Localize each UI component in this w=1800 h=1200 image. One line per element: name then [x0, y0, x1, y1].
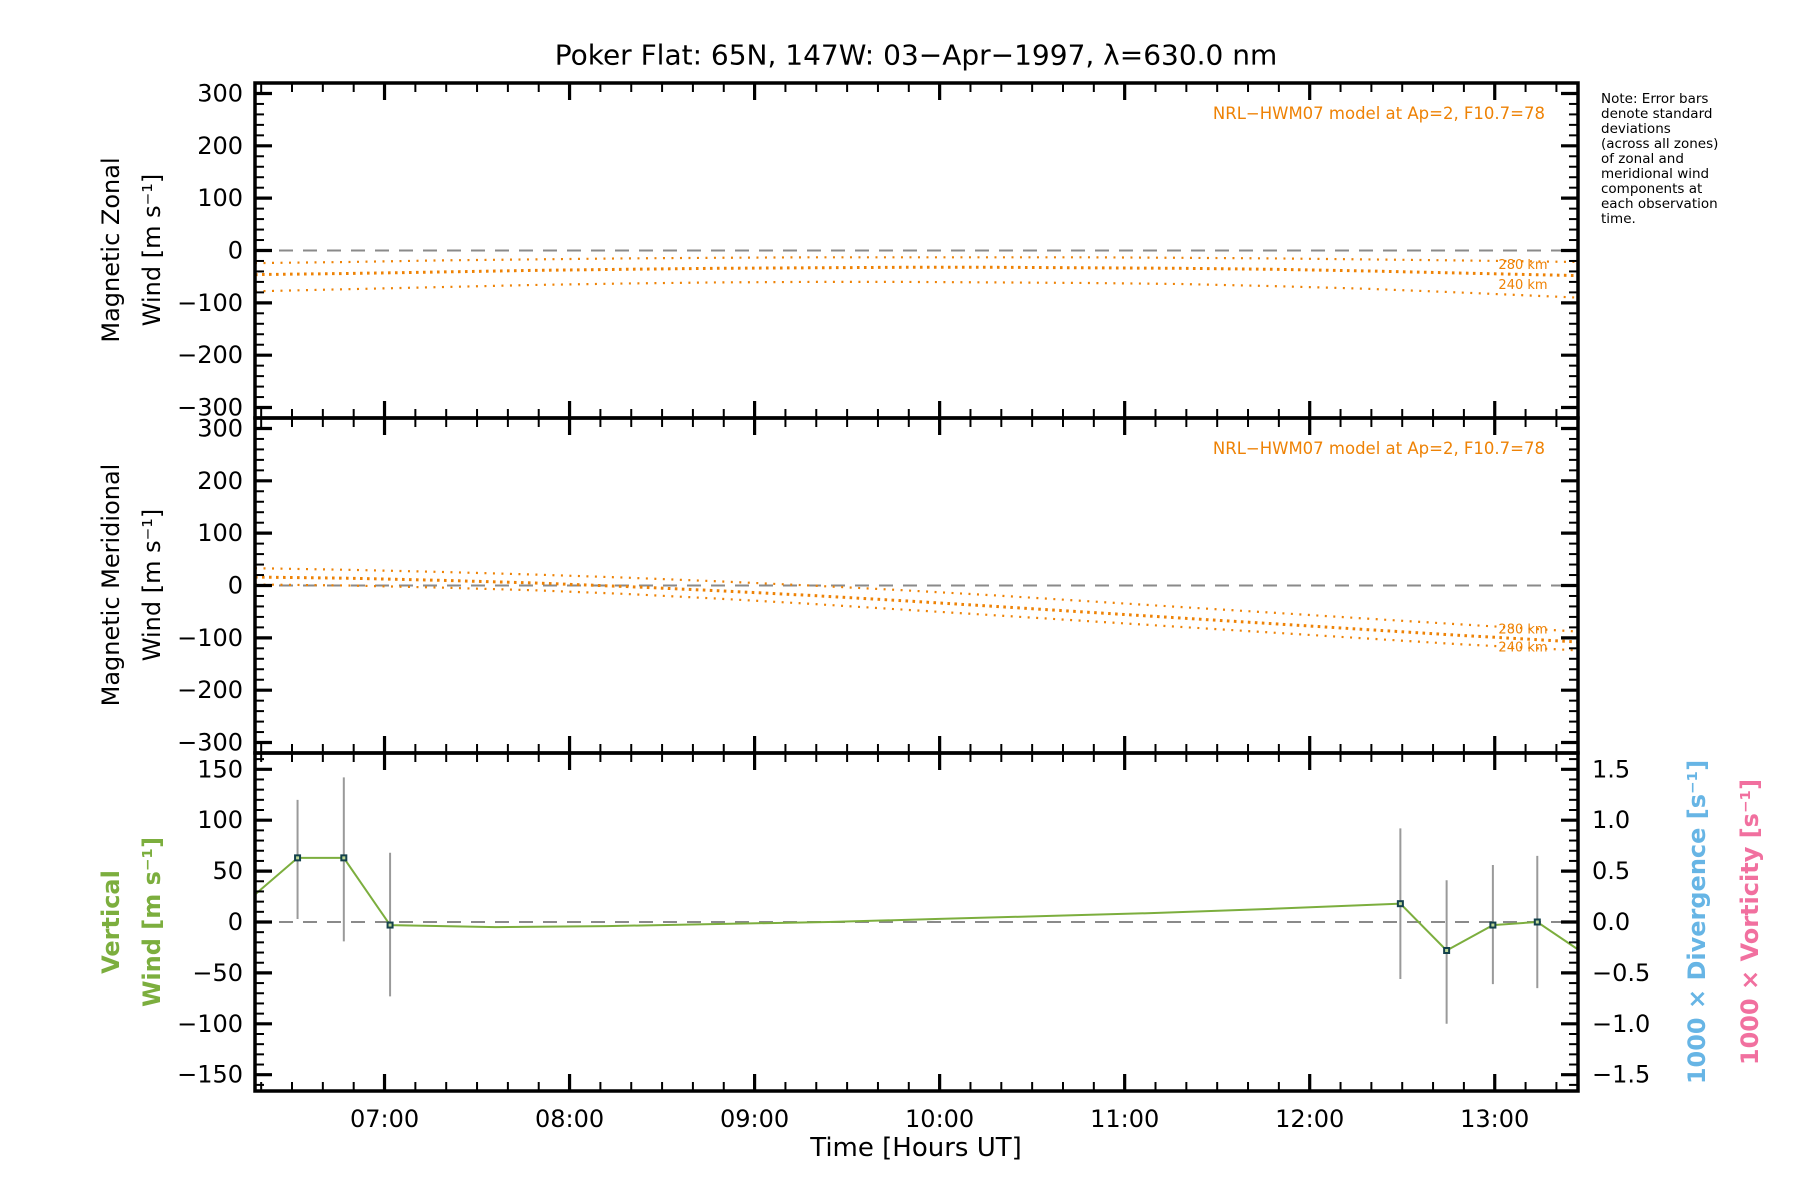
- data-point-marker-center: [388, 923, 392, 927]
- right-y-tick-label: −0.5: [1592, 959, 1650, 987]
- panel-magnetic-zonal-wind: 280 km 240 km NRL−HWM07 model at Ap=2, F10…: [177, 79, 1580, 422]
- y-tick-label: 150: [197, 755, 243, 783]
- note-line: time.: [1601, 211, 1636, 227]
- right-y-tick-label: −1.5: [1592, 1061, 1650, 1089]
- y-tick-label: 50: [212, 857, 243, 885]
- data-point-marker-center: [1445, 949, 1449, 953]
- model-lower-sigma-curve: [254, 280, 1579, 299]
- note-line: (across all zones): [1601, 136, 1719, 152]
- y-tick-label: 100: [197, 519, 243, 547]
- model-upper-sigma-curve: [254, 567, 1579, 633]
- vertical-axis-title-line1: Vertical: [97, 870, 125, 974]
- y-tick-label: −100: [177, 624, 243, 652]
- right-y-tick-label: −1.0: [1592, 1010, 1650, 1038]
- altitude-label: 280 km: [1498, 622, 1547, 637]
- divergence-axis-title: 1000 × Divergence [s⁻¹]: [1683, 759, 1711, 1085]
- y-tick-label: 100: [197, 184, 243, 212]
- vorticity-axis-title: 1000 × Vorticity [s⁻¹]: [1736, 778, 1764, 1066]
- panel-vertical-wind: 150 100 50 0 −50 −100 −150 1.5 1.0 0.5 0.0 −0.5 −1.0…: [177, 751, 1650, 1093]
- data-point-marker-center: [1491, 923, 1495, 927]
- model-mean-curve: [254, 575, 1579, 644]
- model-annotation: NRL−HWM07 model at Ap=2, F10.7=78: [1213, 439, 1545, 458]
- y-tick-label: −150: [177, 1061, 243, 1089]
- note-line: denote standard: [1601, 106, 1713, 122]
- right-y-tick-label: 1.5: [1592, 755, 1630, 783]
- note-line: Note: Error bars: [1601, 91, 1709, 107]
- y-tick-label: −100: [177, 289, 243, 317]
- zonal-axis-title-line1: Magnetic Zonal: [97, 157, 125, 343]
- altitude-label: 280 km: [1498, 258, 1547, 273]
- data-point-marker-center: [1398, 902, 1402, 906]
- panel-frame: [253, 751, 1580, 1093]
- y-tick-label: −200: [177, 341, 243, 369]
- vertical-wind-line: [254, 856, 1579, 952]
- x-tick-label: 11:00: [1090, 1105, 1159, 1133]
- right-y-tick-label: 1.0: [1592, 806, 1630, 834]
- x-tick-label: 10:00: [905, 1105, 974, 1133]
- note-line: meridional wind: [1601, 166, 1710, 182]
- meridional-axis-title-line2: Wind [m s⁻¹]: [138, 508, 166, 662]
- y-tick-label: 0: [228, 908, 243, 936]
- y-tick-label: 200: [197, 132, 243, 160]
- model-mean-curve: [254, 265, 1579, 278]
- y-tick-label: −200: [177, 676, 243, 704]
- data-point-marker-center: [342, 856, 346, 860]
- y-tick-label: 300: [197, 414, 243, 442]
- right-y-tick-label: 0.5: [1592, 857, 1630, 885]
- model-lower-sigma-curve: [254, 583, 1579, 652]
- note-text: Note: Error bars denote standard deviati…: [1601, 92, 1718, 227]
- y-tick-label: −100: [177, 1010, 243, 1038]
- x-tick-label: 08:00: [535, 1105, 604, 1133]
- y-tick-label: −300: [177, 729, 243, 757]
- data-point-marker-center: [1535, 920, 1539, 924]
- x-tick-label: 13:00: [1460, 1105, 1529, 1133]
- y-tick-label: 300: [197, 79, 243, 107]
- chart-title: Poker Flat: 65N, 147W: 03−Apr−1997, λ=63…: [554, 38, 1278, 72]
- y-tick-label: −50: [192, 959, 243, 987]
- y-tick-label: 0: [228, 237, 243, 265]
- note-line: of zonal and: [1601, 151, 1684, 167]
- y-tick-label: 100: [197, 806, 243, 834]
- altitude-label: 240 km: [1498, 640, 1547, 655]
- model-annotation: NRL−HWM07 model at Ap=2, F10.7=78: [1213, 104, 1545, 123]
- x-tick-label: 09:00: [720, 1105, 789, 1133]
- vertical-axis-title-line2: Wind [m s⁻¹]: [138, 836, 166, 1008]
- zonal-axis-title-line2: Wind [m s⁻¹]: [138, 173, 166, 327]
- altitude-label: 240 km: [1498, 278, 1547, 293]
- note-line: deviations: [1601, 121, 1671, 137]
- note-line: each observation: [1601, 196, 1718, 212]
- model-upper-sigma-curve: [254, 256, 1579, 265]
- x-axis-title: Time [Hours UT]: [810, 1133, 1022, 1163]
- note-line: components at: [1601, 181, 1703, 197]
- y-tick-label: 200: [197, 467, 243, 495]
- y-tick-label: 0: [228, 572, 243, 600]
- y-tick-label: −300: [177, 394, 243, 422]
- x-tick-label: 12:00: [1275, 1105, 1344, 1133]
- data-point-marker-center: [296, 856, 300, 860]
- meridional-axis-title-line1: Magnetic Meridional: [97, 463, 125, 707]
- x-tick-label: 07:00: [350, 1105, 419, 1133]
- panel-magnetic-meridional-wind: 280 km 240 km NRL−HWM07 model at Ap=2, F10…: [177, 414, 1580, 757]
- right-y-tick-label: 0.0: [1592, 908, 1630, 936]
